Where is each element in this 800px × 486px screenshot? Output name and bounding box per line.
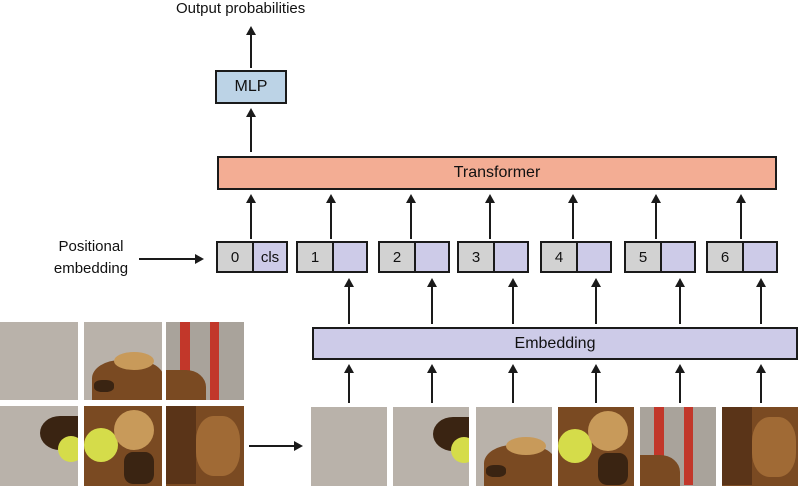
positional-label-line1: Positional <box>58 238 124 255</box>
image-patch-2 <box>84 322 162 400</box>
output-probabilities-label: Output probabilities <box>176 0 306 17</box>
token-index: 3 <box>459 243 495 271</box>
token-3: 3 <box>457 241 529 273</box>
image-patch-grid <box>0 322 244 486</box>
mlp-box: MLP <box>215 70 287 104</box>
token-5: 5 <box>624 241 696 273</box>
token-index: 5 <box>626 243 662 271</box>
token-index: 2 <box>380 243 416 271</box>
token-0: 0 cls <box>216 241 288 273</box>
positional-label-line2: embedding <box>53 260 129 277</box>
patch-token-embedding <box>744 243 776 271</box>
token-index: 4 <box>542 243 578 271</box>
embedding-label: Embedding <box>514 334 596 352</box>
image-patch-3 <box>166 322 244 400</box>
sequence-patch-4 <box>558 407 634 486</box>
image-patch-4 <box>0 406 78 486</box>
token-index: 6 <box>708 243 744 271</box>
sequence-patch-6 <box>722 407 798 486</box>
patch-token-embedding <box>578 243 610 271</box>
transformer-box: Transformer <box>217 156 777 190</box>
token-6: 6 <box>706 241 778 273</box>
image-patch-6 <box>166 406 244 486</box>
cls-token-embedding: cls <box>254 243 286 271</box>
transformer-label: Transformer <box>453 164 541 181</box>
sequence-patch-1 <box>311 407 387 486</box>
token-1: 1 <box>296 241 368 273</box>
token-2: 2 <box>378 241 450 273</box>
embedding-box: Embedding <box>312 327 798 360</box>
mlp-label: MLP <box>234 78 268 95</box>
token-4: 4 <box>540 241 612 273</box>
positional-embedding-label: Positional embedding <box>48 236 134 280</box>
image-patch-5 <box>84 406 162 486</box>
sequence-patch-5 <box>640 407 716 486</box>
token-index: 1 <box>298 243 334 271</box>
token-index: 0 <box>218 243 254 271</box>
image-patch-1 <box>0 322 78 400</box>
patch-token-embedding <box>662 243 694 271</box>
patch-token-embedding <box>495 243 527 271</box>
patch-token-embedding <box>334 243 366 271</box>
sequence-patch-2 <box>393 407 469 486</box>
sequence-patch-3 <box>476 407 552 486</box>
patch-token-embedding <box>416 243 448 271</box>
